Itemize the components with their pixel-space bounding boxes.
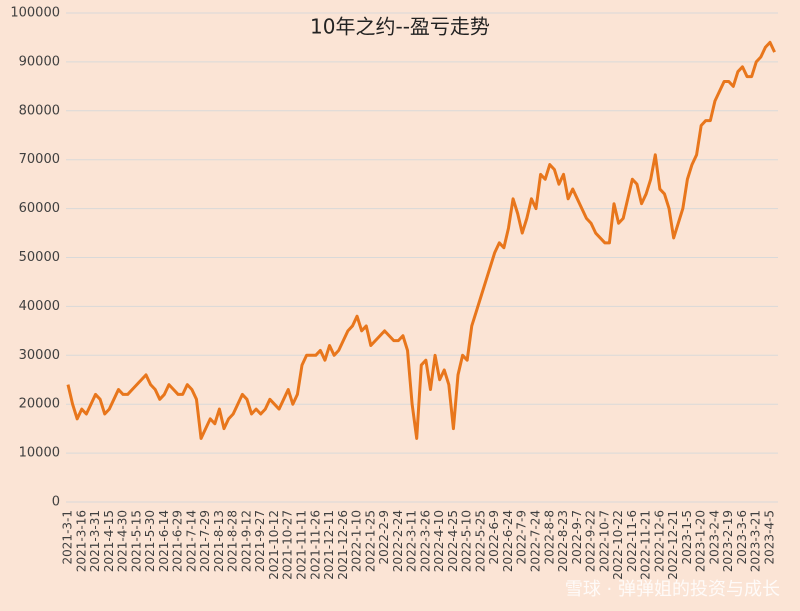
x-tick-label: 2021-10-12 [267,510,281,580]
x-tick-label: 2022-2-9 [377,510,391,564]
y-tick-label: 10000 [19,446,60,461]
x-tick-label: 2022-1-10 [350,510,364,572]
x-tick-label: 2023-1-20 [694,510,708,572]
x-tick-label: 2021-5-15 [129,510,143,572]
x-tick-label: 2022-8-8 [542,510,556,564]
y-tick-label: 50000 [19,250,60,265]
y-tick-label: 60000 [19,201,60,216]
y-tick-label: 20000 [19,397,60,412]
y-tick-label: 80000 [19,103,60,118]
series-line [66,40,776,440]
y-tick-label: 90000 [19,54,60,69]
x-tick-label: 2021-5-30 [143,510,157,572]
x-tick-label: 2022-12-21 [666,510,680,580]
x-tick-label: 2021-3-16 [74,510,88,572]
x-tick-label: 2021-9-12 [239,510,253,572]
x-tick-label: 2022-1-25 [363,510,377,572]
x-tick-label: 2022-4-10 [432,510,446,572]
x-tick-label: 2021-6-14 [157,510,171,572]
y-tick-label: 100000 [10,6,60,21]
x-tick-label: 2022-3-11 [405,510,419,572]
x-tick-label: 2022-4-25 [446,510,460,572]
x-tick-label: 2021-3-31 [88,510,102,572]
x-tick-label: 2021-12-26 [336,510,350,580]
x-tick-label: 2022-8-23 [556,510,570,572]
chart-title: 10年之约--盈亏走势 [310,15,490,39]
y-tick-label: 40000 [19,299,60,314]
watermark: 雪球 · 弹弹姐的投资与成长 [565,579,780,600]
x-tick-label: 2021-4-30 [116,510,130,572]
x-tick-label: 2023-1-5 [680,510,694,564]
x-tick-label: 2022-6-24 [501,510,515,572]
x-tick-label: 2022-5-10 [460,510,474,572]
x-tick-label: 2022-5-25 [473,510,487,572]
x-tick-label: 2021-12-11 [322,510,336,580]
x-tick-label: 2023-2-4 [707,510,721,564]
x-tick-label: 2022-2-24 [391,510,405,572]
x-tick-label: 2022-11-6 [625,510,639,572]
x-tick-label: 2023-4-5 [763,510,777,564]
x-tick-label: 2022-7-9 [515,510,529,564]
x-tick-label: 2022-12-6 [652,510,666,572]
x-tick-label: 2021-4-15 [102,510,116,572]
x-tick-label: 2023-3-21 [749,510,763,572]
x-tick-label: 2021-11-26 [308,510,322,580]
x-tick-label: 2022-10-22 [611,510,625,580]
x-tick-label: 2021-6-29 [171,510,185,572]
x-tick-label: 2021-7-29 [198,510,212,572]
x-tick-label: 2021-3-1 [61,510,75,564]
x-tick-label: 2022-7-24 [529,510,543,572]
x-tick-label: 2022-6-9 [487,510,501,564]
x-tick-label: 2021-10-27 [281,510,295,580]
x-tick-label: 2021-9-27 [253,510,267,572]
x-tick-label: 2023-3-6 [735,510,749,564]
x-tick-label: 2021-8-13 [212,510,226,572]
x-tick-label: 2021-11-11 [295,510,309,580]
x-tick-label: 2022-3-26 [418,510,432,572]
x-tick-label: 2021-7-14 [184,510,198,572]
x-tick-label: 2022-9-7 [570,510,584,564]
x-tick-label: 2022-9-22 [584,510,598,572]
x-tick-label: 2021-8-28 [226,510,240,572]
x-tick-label: 2023-2-19 [721,510,735,572]
y-tick-label: 70000 [19,152,60,167]
x-tick-label: 2022-11-21 [639,510,653,580]
y-tick-label: 30000 [19,348,60,363]
y-tick-label: 0 [52,495,60,510]
x-tick-label: 2022-10-7 [597,510,611,572]
